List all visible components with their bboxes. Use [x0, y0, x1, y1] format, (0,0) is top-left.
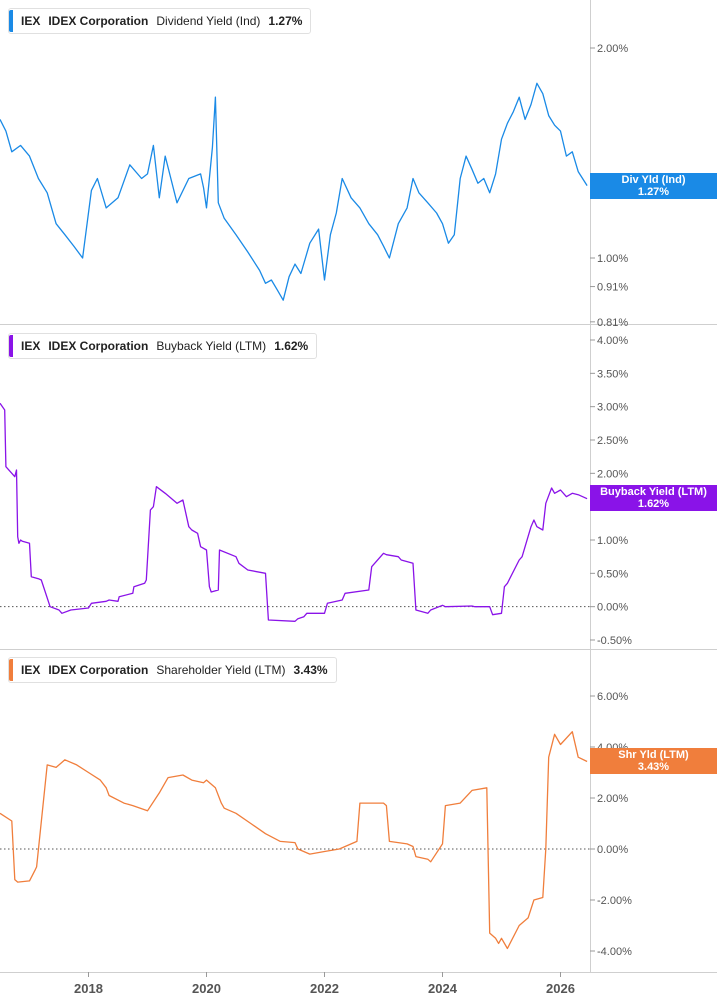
y-tick-label: 2.00% — [597, 793, 628, 805]
legend-metric: Dividend Yield (Ind) — [156, 14, 261, 28]
y-tick-label: -4.00% — [597, 946, 632, 958]
legend-ticker: IEX — [21, 339, 41, 353]
y-tick-label: 1.00% — [597, 253, 628, 265]
y-tick-label: -2.00% — [597, 895, 632, 907]
x-tick-label: 2022 — [310, 981, 339, 996]
y-tick-label: 0.50% — [597, 568, 628, 580]
legend-shareholder-yield: IEX IDEX Corporation Shareholder Yield (… — [8, 657, 337, 683]
y-tick-label: 3.00% — [597, 402, 628, 414]
x-tick-label: 2018 — [74, 981, 103, 996]
flag-value: 1.27% — [637, 186, 670, 198]
tick-layer: 2.00% 1.00% 0.91% 0.81% 4.00% 3.50% 3.00% 2.50%… — [74, 43, 632, 996]
flag-label: Shr Yld (LTM) — [618, 749, 689, 761]
y-tick-label: 0.00% — [597, 602, 628, 614]
value-flag-shareholder-yield: Shr Yld (LTM) 3.43% — [590, 748, 717, 774]
legend-company: IDEX Corporation — [48, 14, 149, 28]
series-layer — [0, 82, 588, 950]
legend-color-swatch — [9, 10, 13, 32]
legend-ticker: IEX — [21, 14, 41, 28]
y-tick-label: 4.00% — [597, 335, 628, 347]
flag-label: Buyback Yield (LTM) — [600, 486, 707, 498]
flag-value: 3.43% — [637, 761, 670, 773]
legend-value: 3.43% — [293, 663, 328, 677]
series-line-1 — [0, 82, 588, 301]
legend-dividend-yield: IEX IDEX Corporation Dividend Yield (Ind… — [8, 8, 312, 34]
flag-value: 1.62% — [637, 498, 670, 510]
legend-metric: Shareholder Yield (LTM) — [156, 663, 286, 677]
y-tick-label: 6.00% — [597, 691, 628, 703]
y-tick-label: 2.00% — [597, 43, 628, 55]
series-line-3 — [0, 731, 588, 950]
y-tick-label: 2.00% — [597, 468, 628, 480]
legend-value: 1.27% — [268, 14, 303, 28]
x-tick-label: 2020 — [192, 981, 221, 996]
legend-value: 1.62% — [274, 339, 309, 353]
legend-ticker: IEX — [21, 663, 41, 677]
legend-metric: Buyback Yield (LTM) — [156, 339, 267, 353]
y-tick-label: 1.00% — [597, 535, 628, 547]
legend-company: IDEX Corporation — [48, 339, 149, 353]
y-tick-label: 0.00% — [597, 844, 628, 856]
y-tick-label: 3.50% — [597, 368, 628, 380]
legend-buyback-yield: IEX IDEX Corporation Buyback Yield (LTM)… — [8, 333, 318, 359]
legend-company: IDEX Corporation — [48, 663, 149, 677]
x-tick-label: 2024 — [428, 981, 458, 996]
y-tick-label: -0.50% — [597, 635, 632, 647]
flag-label: Div Yld (Ind) — [621, 174, 686, 186]
series-line-2 — [0, 402, 588, 622]
x-tick-label: 2026 — [546, 981, 575, 996]
legend-color-swatch — [9, 659, 13, 681]
y-tick-label: 0.81% — [597, 317, 628, 329]
value-flag-buyback-yield: Buyback Yield (LTM) 1.62% — [590, 485, 717, 511]
y-tick-label: 0.91% — [597, 282, 628, 294]
y-tick-label: 2.50% — [597, 435, 628, 447]
value-flag-dividend-yield: Div Yld (Ind) 1.27% — [590, 173, 717, 199]
legend-color-swatch — [9, 335, 13, 357]
